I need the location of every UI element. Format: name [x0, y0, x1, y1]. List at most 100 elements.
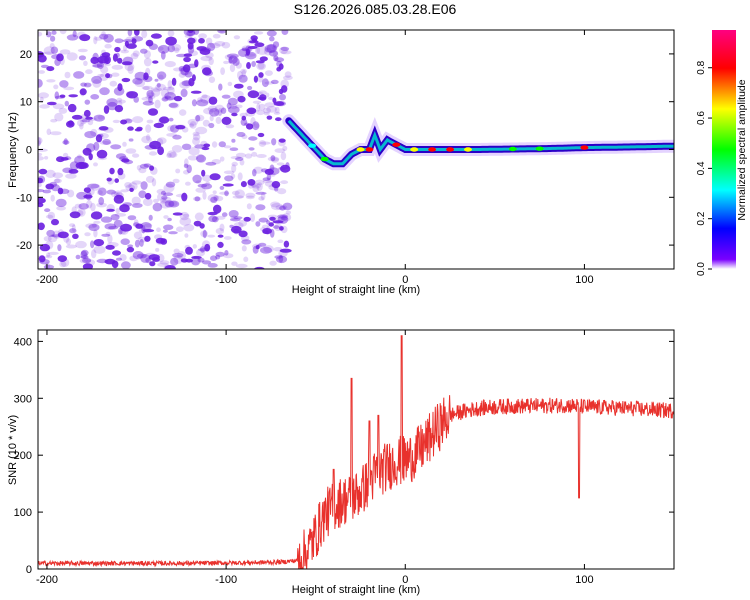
- noise-blob: [69, 211, 81, 219]
- noise-blob: [143, 163, 152, 168]
- noise-blob: [141, 85, 153, 90]
- noise-blob: [59, 261, 67, 268]
- noise-blob: [76, 210, 84, 216]
- noise-blob: [264, 168, 274, 175]
- noise-blob: [221, 116, 232, 125]
- noise-blob: [92, 64, 103, 68]
- noise-blob: [207, 263, 218, 268]
- noise-blob: [165, 181, 176, 188]
- snr-panel: -200 -100 0 100 0 100 200 300 400 Height of str…: [7, 329, 675, 596]
- noise-blob: [258, 217, 269, 223]
- noise-blob: [60, 157, 69, 161]
- noise-blob: [205, 37, 213, 45]
- noise-blob: [219, 223, 225, 232]
- noise-blob: [274, 57, 285, 63]
- noise-blob: [43, 236, 52, 242]
- noise-blob: [218, 141, 226, 148]
- noise-blob: [189, 121, 197, 129]
- noise-blob: [195, 115, 201, 122]
- noise-blob: [131, 36, 144, 42]
- noise-blob: [127, 30, 133, 37]
- noise-blob: [172, 212, 183, 216]
- noise-blob: [241, 245, 247, 252]
- noise-blob: [270, 155, 276, 162]
- noise-blob: [269, 228, 275, 238]
- x-tick-label: 0: [402, 574, 408, 586]
- noise-blob: [64, 71, 71, 79]
- noise-blob: [87, 183, 100, 189]
- noise-blob: [103, 33, 114, 43]
- noise-blob: [141, 97, 152, 101]
- y-axis-label: SNR (10 * v/v): [7, 415, 19, 485]
- noise-blob: [139, 163, 149, 169]
- noise-blob: [238, 220, 248, 227]
- noise-blob: [99, 141, 112, 145]
- noise-blob: [272, 46, 278, 50]
- noise-blob: [53, 84, 59, 90]
- noise-blob: [247, 38, 256, 44]
- noise-blob: [235, 152, 246, 158]
- noise-blob: [284, 71, 292, 78]
- noise-blob: [78, 203, 89, 210]
- noise-blob: [116, 192, 124, 200]
- noise-blob: [279, 205, 286, 211]
- noise-blob: [59, 94, 66, 98]
- noise-blob: [273, 111, 281, 115]
- noise-blob: [230, 225, 242, 234]
- colorbar-label: Normalized spectral amplitude: [736, 79, 748, 220]
- noise-blob: [189, 123, 195, 128]
- noise-blob: [113, 194, 125, 204]
- noise-blob: [219, 191, 230, 195]
- noise-blob: [151, 178, 157, 187]
- y-tick-label: -10: [16, 192, 32, 204]
- noise-blob: [196, 99, 209, 107]
- noise-blob: [234, 104, 243, 109]
- noise-blob: [64, 100, 70, 107]
- noise-blob: [112, 250, 121, 256]
- noise-blob: [62, 152, 69, 159]
- noise-blob: [238, 230, 248, 238]
- noise-blob: [38, 188, 45, 193]
- noise-blob: [121, 77, 131, 83]
- noise-blob: [209, 42, 221, 49]
- noise-blob: [131, 196, 141, 205]
- noise-blob: [96, 149, 108, 159]
- noise-blob: [208, 76, 216, 83]
- noise-blob: [227, 81, 233, 87]
- noise-blob: [49, 131, 62, 136]
- noise-blob: [187, 30, 194, 33]
- noise-blob: [268, 50, 279, 57]
- noise-blob: [114, 178, 119, 184]
- noise-blob: [192, 133, 201, 141]
- noise-blob: [194, 144, 207, 149]
- noise-blob: [98, 126, 109, 131]
- noise-blob: [250, 213, 255, 222]
- noise-blob: [38, 202, 44, 208]
- track-core: [287, 119, 674, 166]
- noise-blob: [203, 70, 213, 77]
- noise-blob: [132, 116, 144, 124]
- noise-blob: [114, 190, 123, 199]
- track-hotspot: [428, 147, 437, 152]
- noise-blob: [145, 252, 155, 256]
- noise-blob: [83, 60, 88, 66]
- noise-blob: [279, 46, 288, 55]
- noise-blob: [180, 88, 188, 98]
- noise-blob: [217, 30, 227, 34]
- noise-blob: [136, 126, 143, 131]
- noise-blob: [46, 66, 55, 72]
- noise-blob: [79, 122, 84, 130]
- track-hotspot: [580, 145, 589, 150]
- noise-blob: [193, 30, 200, 35]
- noise-blob: [145, 124, 152, 133]
- noise-blob: [246, 123, 254, 130]
- noise-blob: [38, 222, 45, 231]
- noise-blob: [252, 100, 262, 104]
- noise-blob: [121, 158, 130, 163]
- noise-blob: [103, 105, 110, 114]
- noise-blob: [172, 252, 184, 258]
- noise-blob: [83, 194, 93, 199]
- noise-blob: [230, 173, 236, 179]
- noise-blob: [79, 88, 87, 96]
- noise-blob: [213, 204, 222, 214]
